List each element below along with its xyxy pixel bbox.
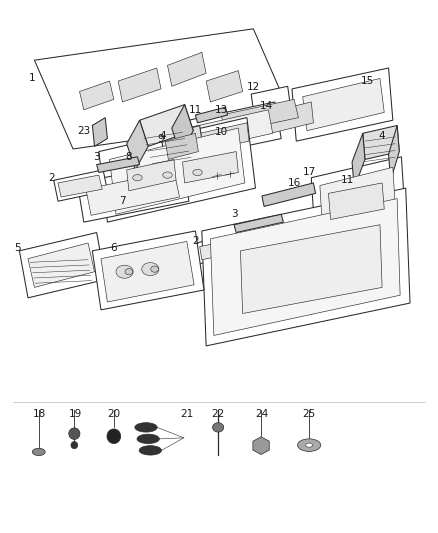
Polygon shape: [187, 110, 272, 151]
Polygon shape: [92, 118, 107, 147]
Ellipse shape: [133, 175, 142, 181]
Polygon shape: [389, 125, 399, 180]
Text: 8: 8: [126, 152, 132, 162]
Text: 16: 16: [287, 178, 301, 188]
Polygon shape: [86, 171, 180, 215]
Text: 17: 17: [303, 167, 316, 177]
Polygon shape: [303, 78, 384, 131]
Text: 21: 21: [180, 409, 194, 419]
Ellipse shape: [69, 428, 80, 439]
Text: 20: 20: [107, 409, 120, 419]
Ellipse shape: [32, 448, 45, 456]
Text: 11: 11: [189, 105, 202, 115]
Text: 25: 25: [303, 409, 316, 419]
Ellipse shape: [306, 443, 313, 447]
Polygon shape: [166, 133, 198, 159]
Ellipse shape: [212, 423, 224, 432]
Polygon shape: [172, 104, 193, 154]
Text: 23: 23: [77, 126, 90, 136]
Polygon shape: [58, 175, 102, 197]
Text: 4: 4: [160, 131, 166, 141]
Polygon shape: [176, 102, 281, 159]
Polygon shape: [195, 107, 228, 123]
Polygon shape: [200, 123, 249, 151]
Text: 4: 4: [379, 131, 385, 141]
Text: 3: 3: [231, 209, 237, 219]
Polygon shape: [127, 120, 148, 170]
Polygon shape: [140, 104, 193, 147]
Polygon shape: [97, 157, 140, 173]
Text: 2: 2: [48, 173, 55, 183]
Text: 22: 22: [212, 409, 225, 419]
Text: 19: 19: [69, 409, 82, 419]
Polygon shape: [350, 177, 365, 196]
Ellipse shape: [193, 169, 202, 175]
Polygon shape: [320, 167, 396, 235]
Polygon shape: [54, 170, 107, 201]
Polygon shape: [328, 183, 384, 220]
Polygon shape: [161, 125, 204, 165]
Polygon shape: [210, 199, 400, 335]
Polygon shape: [92, 231, 204, 310]
Text: 12: 12: [247, 82, 260, 92]
Polygon shape: [292, 68, 393, 141]
Polygon shape: [99, 118, 255, 222]
Polygon shape: [251, 86, 292, 125]
Polygon shape: [167, 52, 206, 86]
Text: 14: 14: [260, 101, 273, 111]
Text: 7: 7: [119, 196, 126, 206]
Polygon shape: [206, 71, 243, 102]
Polygon shape: [28, 243, 95, 287]
Polygon shape: [221, 99, 298, 133]
Polygon shape: [195, 232, 250, 264]
Text: 1: 1: [29, 74, 35, 84]
Polygon shape: [240, 225, 382, 313]
Ellipse shape: [142, 263, 159, 276]
Polygon shape: [352, 133, 365, 188]
Polygon shape: [101, 241, 194, 302]
Ellipse shape: [116, 265, 133, 278]
Text: 24: 24: [255, 409, 268, 419]
Text: 5: 5: [14, 243, 21, 253]
Polygon shape: [127, 159, 176, 191]
Polygon shape: [202, 188, 410, 346]
Polygon shape: [78, 162, 189, 222]
Polygon shape: [311, 157, 406, 246]
Ellipse shape: [107, 429, 121, 443]
Polygon shape: [35, 29, 292, 149]
Polygon shape: [262, 183, 315, 206]
Polygon shape: [200, 238, 245, 260]
Polygon shape: [234, 214, 283, 232]
Ellipse shape: [135, 423, 157, 432]
Ellipse shape: [151, 266, 159, 272]
Polygon shape: [79, 81, 114, 110]
Text: 3: 3: [93, 152, 100, 162]
Text: 2: 2: [192, 237, 199, 246]
Ellipse shape: [137, 434, 159, 443]
Text: 9: 9: [158, 134, 164, 143]
Text: 6: 6: [110, 243, 117, 253]
Text: 10: 10: [215, 127, 228, 138]
Text: 15: 15: [360, 76, 374, 86]
Polygon shape: [363, 125, 399, 159]
Polygon shape: [253, 437, 269, 455]
Text: 11: 11: [341, 175, 354, 185]
Polygon shape: [268, 102, 314, 133]
Text: 18: 18: [33, 409, 46, 419]
Ellipse shape: [71, 441, 78, 449]
Ellipse shape: [125, 269, 133, 275]
Polygon shape: [19, 232, 105, 298]
Ellipse shape: [139, 446, 162, 455]
Text: 13: 13: [215, 105, 228, 115]
Ellipse shape: [297, 439, 321, 451]
Ellipse shape: [163, 172, 172, 178]
Polygon shape: [110, 128, 245, 214]
Polygon shape: [118, 68, 161, 102]
Polygon shape: [183, 151, 238, 183]
